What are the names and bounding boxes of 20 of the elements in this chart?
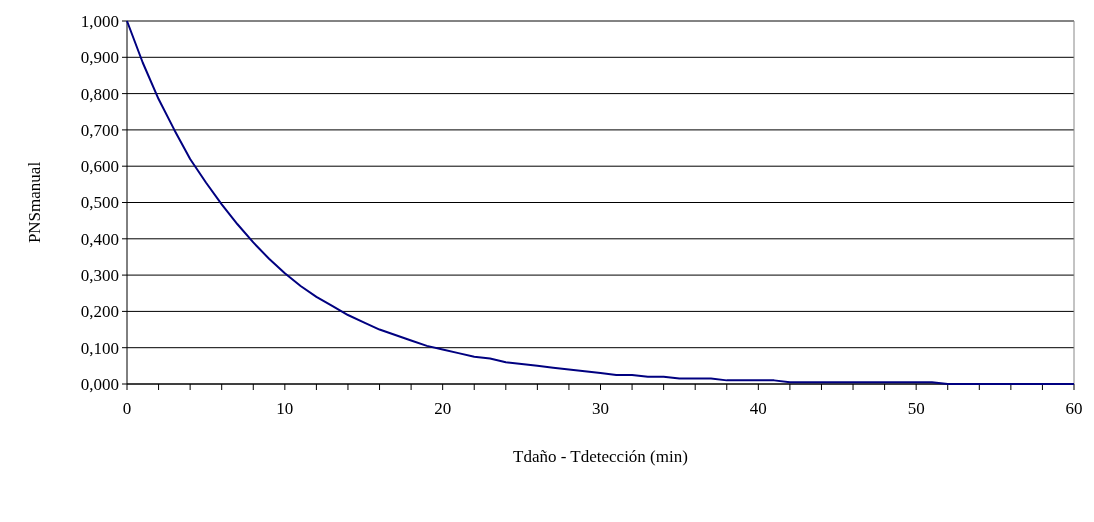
y-tick-label: 0,700 xyxy=(80,120,119,140)
y-tick-label: 0,200 xyxy=(80,302,119,322)
y-tick-label: 0,500 xyxy=(80,193,119,213)
y-tick-label: 0,800 xyxy=(80,84,119,104)
x-tick-label: 10 xyxy=(276,399,294,418)
y-tick-label: 0,400 xyxy=(80,229,119,249)
y-tick-label: 0,000 xyxy=(80,374,119,394)
x-tick-label: 50 xyxy=(907,399,925,418)
x-axis-title: Tdaño - Tdetección (min) xyxy=(513,447,688,466)
y-tick-label: 0,100 xyxy=(80,338,119,358)
y-tick-label: 0,900 xyxy=(80,48,119,68)
x-tick-label: 20 xyxy=(434,399,452,418)
x-tick-label: 40 xyxy=(749,399,767,418)
x-tick-label: 30 xyxy=(592,399,609,418)
x-tick-label: 60 xyxy=(1065,399,1083,418)
y-tick-label: 0,300 xyxy=(80,266,119,286)
y-tick-label: 1,000 xyxy=(80,11,119,31)
y-axis-title: PNSmanual xyxy=(25,161,44,244)
y-tick-label: 0,600 xyxy=(80,157,119,177)
x-tick-label: 0 xyxy=(122,399,132,418)
